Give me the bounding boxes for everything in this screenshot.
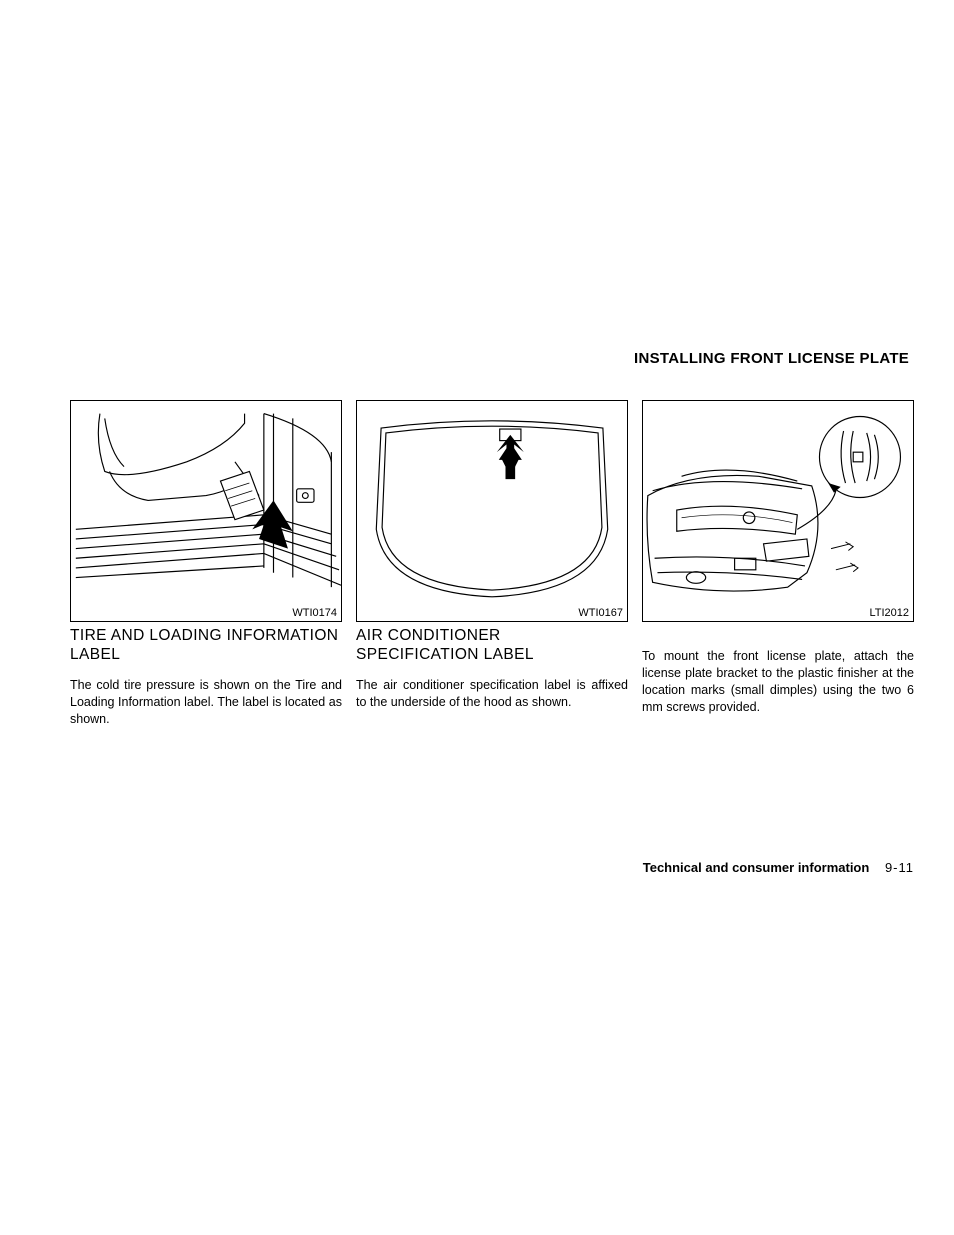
figure-box-1: WTI0174 [70,400,342,622]
ac-label-illustration [357,401,627,621]
page-header-title: INSTALLING FRONT LICENSE PLATE [634,350,909,367]
body-text-2: The air conditioner specification label … [356,677,628,711]
figure-code-1: WTI0174 [292,607,337,619]
figure-code-3: LTI2012 [869,607,909,619]
page-footer: Technical and consumer information 9-11 [643,860,914,875]
section-heading-1: TIRE AND LOADING INFORMATION LABEL [70,626,342,665]
content-columns: WTI0174 TIRE AND LOADING INFORMATION LAB… [70,400,914,727]
figure-box-3: LTI2012 [642,400,914,622]
figure-box-2: WTI0167 [356,400,628,622]
body-text-3: To mount the front license plate, attach… [642,648,914,716]
page-header: INSTALLING FRONT LICENSE PLATE [634,350,914,368]
column-2: WTI0167 AIR CONDITIONER SPECIFICATION LA… [356,400,628,727]
column-1: WTI0174 TIRE AND LOADING INFORMATION LAB… [70,400,342,727]
body-text-1: The cold tire pressure is shown on the T… [70,677,342,728]
footer-page-number: 9-11 [885,860,914,875]
section-heading-2: AIR CONDITIONER SPECIFICATION LABEL [356,626,628,665]
column-3: LTI2012 To mount the front license plate… [642,400,914,727]
license-plate-illustration [643,401,913,621]
figure-code-2: WTI0167 [578,607,623,619]
tire-label-illustration [71,401,341,621]
footer-section: Technical and consumer information [643,860,870,875]
